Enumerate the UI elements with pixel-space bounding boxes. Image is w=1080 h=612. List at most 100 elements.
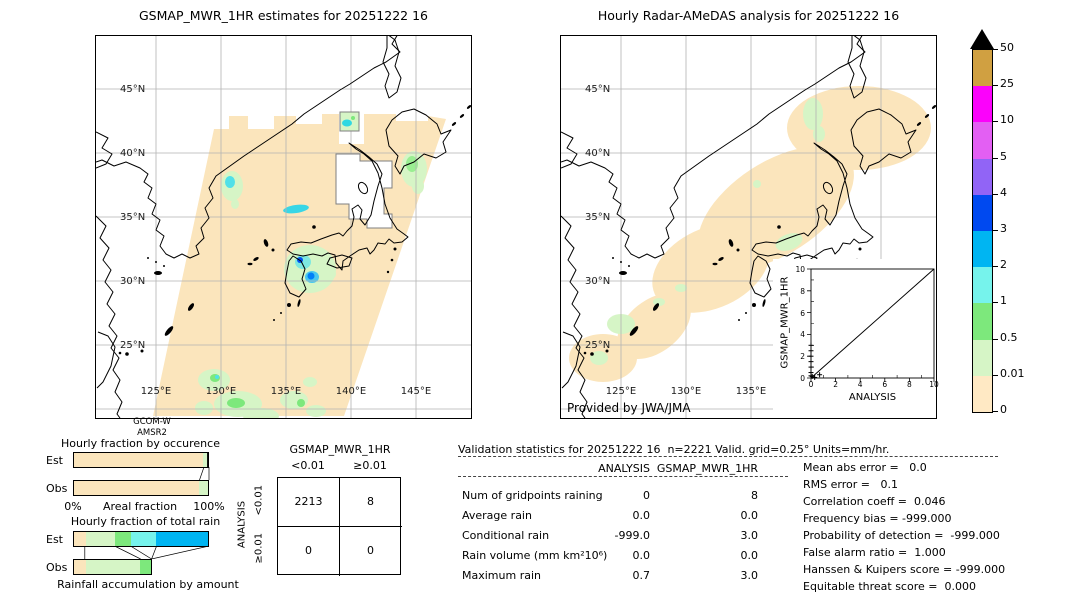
inset-y-tick: 6 xyxy=(800,308,805,318)
gsmap-estimate-map: 45°N 40°N 35°N 30°N 25°N 125°E 130°E 135… xyxy=(95,35,472,419)
colorbar-tick-2: 2 xyxy=(993,258,1007,272)
svg-text:130°E: 130°E xyxy=(671,386,701,397)
svg-text:140°E: 140°E xyxy=(336,386,366,397)
contingency-row-axis: ANALYSIS xyxy=(236,500,248,549)
contingency-col-header-lt: <0.01 xyxy=(291,459,325,472)
stats-row-label: Maximum rain xyxy=(462,569,541,582)
colorbar-tick-10: 10 xyxy=(993,113,1014,127)
totalrain-connectors xyxy=(84,546,210,559)
right-map-title: Hourly Radar-AMeDAS analysis for 2025122… xyxy=(597,8,900,23)
score-mean-abs-error: Mean abs error = 0.0 xyxy=(803,461,927,474)
colorbar-overflow-triangle xyxy=(970,29,994,49)
score-pod: Probability of detection = -999.000 xyxy=(803,529,1000,542)
scatter-inset: GSMAP_MWR_1HR ANALYSIS 0 2 4 6 8 10 0 2 4 6 8 10 xyxy=(773,259,939,418)
contingency-cell-hit-none: 2213 xyxy=(294,495,323,508)
stats-row-gsmap: 3.0 xyxy=(740,529,759,542)
contingency-row-header-ge: ≥0.01 xyxy=(253,532,265,564)
inset-x-tick: 6 xyxy=(882,380,888,389)
inset-y-tick: 2 xyxy=(800,352,805,362)
score-frequency-bias: Frequency bias = -999.000 xyxy=(803,512,952,525)
colorbar xyxy=(972,49,993,413)
svg-text:30°N: 30°N xyxy=(120,276,145,287)
contingency-col-header-ge: ≥0.01 xyxy=(353,459,387,472)
svg-text:125°E: 125°E xyxy=(141,386,171,397)
score-far: False alarm ratio = 1.000 xyxy=(803,546,946,559)
score-correlation: Correlation coeff = 0.046 xyxy=(803,495,946,508)
scatter-canvas xyxy=(807,268,935,382)
occurrence-obs-label: Obs xyxy=(46,482,68,495)
svg-text:25°N: 25°N xyxy=(585,340,610,351)
svg-text:135°E: 135°E xyxy=(736,386,766,397)
stats-row-gsmap: 8 xyxy=(751,489,758,502)
colorbar-tick-50: 50 xyxy=(993,41,1014,54)
inset-y-tick: 8 xyxy=(800,286,805,296)
stats-row-gsmap: 0.0 xyxy=(740,549,759,562)
colorbar-labels: 50 25 10 5 4 3 2 1 0.5 0.01 0 xyxy=(993,41,1060,416)
inset-y-tick: 10 xyxy=(795,265,805,274)
rain-patches xyxy=(195,151,427,418)
occurrence-chart-title: Hourly fraction by occurence xyxy=(61,437,220,450)
inset-y-tick: 0 xyxy=(800,374,805,383)
stats-col-analysis: ANALYSIS xyxy=(598,462,650,475)
svg-text:45°N: 45°N xyxy=(585,84,610,95)
contingency-cell-miss: 0 xyxy=(305,544,312,557)
contingency-table: 2213 8 0 0 xyxy=(277,477,402,576)
svg-text:135°E: 135°E xyxy=(271,386,301,397)
svg-text:145°E: 145°E xyxy=(401,386,431,397)
totalrain-est-label: Est xyxy=(46,533,63,546)
totalrain-caption: Rainfall accumulation by amount xyxy=(57,578,239,591)
stats-row-label: Average rain xyxy=(462,509,532,522)
left-map-labels: 45°N 40°N 35°N 30°N 25°N 125°E 130°E 135… xyxy=(120,84,431,397)
svg-text:25°N: 25°N xyxy=(120,340,145,351)
stats-row-gsmap: 0.0 xyxy=(740,509,759,522)
svg-text:35°N: 35°N xyxy=(585,212,610,223)
data-credit: Provided by JWA/JMA xyxy=(567,401,691,415)
radar-analysis-map: 45°N 40°N 35°N 30°N 25°N 125°E 130°E 135… xyxy=(560,35,939,419)
colorbar-tick-1: 1 xyxy=(993,294,1007,308)
stats-row-analysis: -999.0 xyxy=(614,529,650,542)
satellite-footnote: GCOM-W AMSR2 xyxy=(133,417,171,438)
gsmap-map-canvas: 45°N 40°N 35°N 30°N 25°N 125°E 130°E 135… xyxy=(96,36,471,418)
inset-x-tick: 4 xyxy=(857,380,863,389)
stats-row-analysis: 0.0 xyxy=(632,509,651,522)
stats-divider-header xyxy=(458,460,788,477)
occurrence-axis-label: Areal fraction xyxy=(102,500,178,513)
stats-col-gsmap: GSMAP_MWR_1HR xyxy=(656,462,758,475)
rain-cell-box xyxy=(339,111,360,132)
stats-row-analysis: 0.7 xyxy=(632,569,651,582)
totalrain-chart-title: Hourly fraction of total rain xyxy=(70,515,221,528)
colorbar-tick-0.5: 0.5 xyxy=(993,330,1018,344)
stats-divider-top xyxy=(458,441,998,457)
svg-text:35°N: 35°N xyxy=(120,212,145,223)
contingency-title: GSMAP_MWR_1HR xyxy=(289,443,391,456)
totalrain-obs-label: Obs xyxy=(46,561,68,574)
colorbar-tick-3: 3 xyxy=(993,222,1007,235)
contingency-cell-false-alarm: 8 xyxy=(367,495,374,508)
inset-x-tick: 2 xyxy=(833,380,838,389)
score-hanssen-kuipers: Hanssen & Kuipers score = -999.000 xyxy=(803,563,1006,576)
stats-row-label: Num of gridpoints raining xyxy=(462,489,603,502)
right-map-labels: 45°N 40°N 35°N 30°N 25°N 125°E 130°E 135… xyxy=(585,84,766,397)
stats-row-analysis: 0 xyxy=(643,489,650,502)
scatter-points xyxy=(808,342,823,380)
stats-row-analysis: 0.0 xyxy=(632,549,651,562)
svg-text:40°N: 40°N xyxy=(585,148,610,159)
stats-row-label: Rain volume (mm km²10⁶) xyxy=(462,549,608,562)
stats-row-gsmap: 3.0 xyxy=(740,569,759,582)
stats-row-label: Conditional rain xyxy=(462,529,550,542)
svg-text:130°E: 130°E xyxy=(206,386,236,397)
score-equitable-threat: Equitable threat score = 0.000 xyxy=(803,580,976,593)
svg-text:125°E: 125°E xyxy=(606,386,636,397)
svg-text:30°N: 30°N xyxy=(585,276,610,287)
colorbar-tick-0: 0 xyxy=(993,403,1007,416)
occurrence-axis-0: 0% xyxy=(64,500,82,513)
svg-text:45°N: 45°N xyxy=(120,84,145,95)
contingency-row-header-lt: <0.01 xyxy=(253,484,265,516)
inset-x-tick: 8 xyxy=(907,380,912,389)
svg-text:40°N: 40°N xyxy=(120,148,145,159)
stats-title: Validation statistics for 20251222 16 n=… xyxy=(458,443,890,456)
colorbar-tick-4: 4 xyxy=(993,185,1007,199)
inset-x-tick: 0 xyxy=(808,380,814,389)
colorbar-tick-0.01: 0.01 xyxy=(993,366,1025,380)
